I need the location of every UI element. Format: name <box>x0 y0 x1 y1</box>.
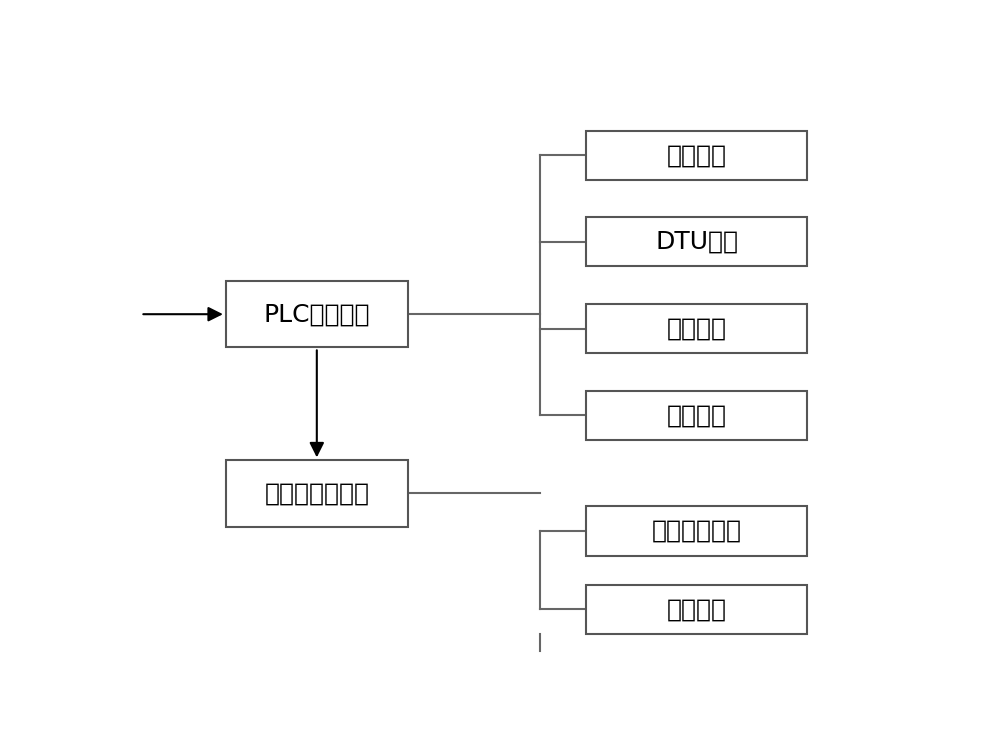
Text: 故障检测单元: 故障检测单元 <box>652 519 742 543</box>
Text: DTU单元: DTU单元 <box>655 230 738 254</box>
Text: 输出单元: 输出单元 <box>667 403 727 427</box>
Bar <box>586 131 807 179</box>
Bar <box>586 217 807 267</box>
Text: PLC控制单元: PLC控制单元 <box>264 302 370 326</box>
Bar <box>586 584 807 634</box>
Bar <box>226 460 408 526</box>
Bar <box>586 506 807 556</box>
Text: 反馈单元: 反馈单元 <box>667 597 727 621</box>
Bar <box>586 304 807 353</box>
Text: 输入单元: 输入单元 <box>667 143 727 167</box>
Bar <box>226 281 408 348</box>
Text: 驱动单元: 驱动单元 <box>667 317 727 341</box>
Text: 燃烧机启动单元: 燃烧机启动单元 <box>264 481 369 505</box>
Bar <box>586 391 807 440</box>
